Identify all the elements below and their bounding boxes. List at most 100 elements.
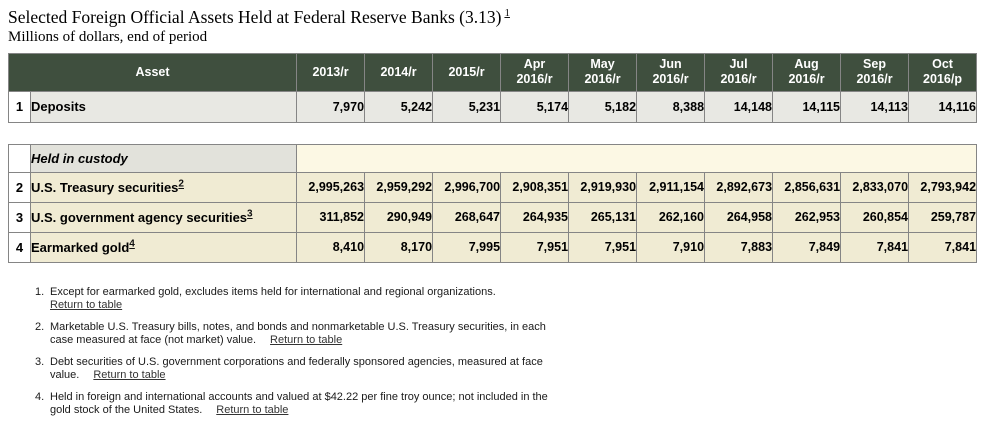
cell-value: 259,787 — [908, 201, 978, 233]
page-title-text: Selected Foreign Official Assets Held at… — [8, 6, 502, 27]
row-number: 4 — [8, 231, 31, 263]
cell-value: 14,115 — [772, 90, 842, 123]
cell-value: 2,793,942 — [908, 171, 978, 203]
cell-value: 2,908,351 — [500, 171, 570, 203]
cell-value: 14,113 — [840, 90, 910, 123]
row-label-deposits: Deposits — [29, 90, 298, 123]
cell-value: 262,160 — [636, 201, 706, 233]
return-to-table-link[interactable]: Return to table — [216, 404, 289, 417]
row-number-empty — [8, 143, 31, 173]
row-number: 1 — [8, 90, 31, 123]
column-header-aug-2016: Aug 2016/r — [772, 52, 842, 92]
cell-value: 2,995,263 — [296, 171, 366, 203]
cell-value: 264,958 — [704, 201, 774, 233]
page-title: Selected Foreign Official Assets Held at… — [8, 3, 984, 28]
return-to-table-link[interactable]: Return to table — [50, 299, 123, 312]
footnote-text: Marketable U.S. Treasury bills, notes, a… — [50, 320, 546, 347]
section-label: Held in custody — [29, 143, 298, 173]
cell-value: 8,170 — [364, 231, 434, 263]
footnote-3: 3. Debt securities of U.S. government co… — [35, 356, 563, 383]
section-row-held-in-custody: Held in custody — [8, 143, 978, 173]
cell-value: 5,242 — [364, 90, 434, 123]
cell-value: 2,919,930 — [568, 171, 638, 203]
footnote-1: 1. Except for earmarked gold, excludes i… — [35, 286, 563, 313]
footnote-number: 1. — [35, 285, 45, 298]
column-header-jun-2016: Jun 2016/r — [636, 52, 706, 92]
cell-value: 8,410 — [296, 231, 366, 263]
footnote-2: 2. Marketable U.S. Treasury bills, notes… — [35, 321, 563, 348]
cell-value: 262,953 — [772, 201, 842, 233]
footnote-body: Except for earmarked gold, excludes item… — [50, 286, 563, 313]
cell-value: 5,174 — [500, 90, 570, 123]
cell-value: 264,935 — [500, 201, 570, 233]
cell-value: 2,996,700 — [432, 171, 502, 203]
footnote-body: Debt securities of U.S. government corpo… — [50, 356, 563, 383]
cell-value: 7,970 — [296, 90, 366, 123]
cell-value: 7,883 — [704, 231, 774, 263]
column-header-may-2016: May 2016/r — [568, 52, 638, 92]
footnote-text: Held in foreign and international accoun… — [50, 390, 548, 417]
cell-value: 311,852 — [296, 201, 366, 233]
title-footnote-link[interactable]: 1 — [504, 7, 510, 19]
row-number: 2 — [8, 171, 31, 203]
cell-value: 7,951 — [568, 231, 638, 263]
row-label-text: U.S. government agency securities — [31, 209, 248, 225]
table-row-earmarked-gold: 4 Earmarked gold4 8,410 8,170 7,995 7,95… — [8, 231, 978, 263]
cell-value: 14,148 — [704, 90, 774, 123]
cell-value: 7,849 — [772, 231, 842, 263]
column-header-sep-2016: Sep 2016/r — [840, 52, 910, 92]
page-subtitle: Millions of dollars, end of period — [8, 28, 208, 45]
column-header-jul-2016: Jul 2016/r — [704, 52, 774, 92]
section-band — [296, 143, 978, 173]
footnote-3-link[interactable]: 3 — [247, 208, 253, 220]
column-header-apr-2016: Apr 2016/r — [500, 52, 570, 92]
footnotes: 1. Except for earmarked gold, excludes i… — [35, 286, 563, 418]
cell-value: 2,856,631 — [772, 171, 842, 203]
cell-value: 7,841 — [840, 231, 910, 263]
table-row-agency-securities: 3 U.S. government agency securities3 311… — [8, 201, 978, 233]
return-to-table-link[interactable]: Return to table — [270, 334, 343, 347]
column-header-2013: 2013/r — [296, 52, 366, 92]
row-label-treasury-securities: U.S. Treasury securities2 — [29, 171, 298, 203]
row-label-text: U.S. Treasury securities — [31, 179, 179, 195]
column-header-2014: 2014/r — [364, 52, 434, 92]
row-label-agency-securities: U.S. government agency securities3 — [29, 201, 298, 233]
footnote-number: 3. — [35, 355, 45, 368]
footnote-number: 2. — [35, 320, 45, 333]
footnote-number: 4. — [35, 390, 45, 403]
cell-value: 8,388 — [636, 90, 706, 123]
footnote-body: Held in foreign and international accoun… — [50, 391, 563, 418]
row-label-earmarked-gold: Earmarked gold4 — [29, 231, 298, 263]
table-row-deposits: 1 Deposits 7,970 5,242 5,231 5,174 5,182… — [8, 90, 978, 123]
cell-value: 2,833,070 — [840, 171, 910, 203]
cell-value: 2,959,292 — [364, 171, 434, 203]
cell-value: 7,995 — [432, 231, 502, 263]
footnote-text: Debt securities of U.S. government corpo… — [50, 355, 543, 382]
assets-table: Asset 2013/r 2014/r 2015/r Apr 2016/r Ma… — [7, 52, 978, 263]
cell-value: 7,951 — [500, 231, 570, 263]
table-header-row: Asset 2013/r 2014/r 2015/r Apr 2016/r Ma… — [7, 52, 978, 92]
row-label-text: Earmarked gold — [31, 239, 130, 255]
footnote-body: Marketable U.S. Treasury bills, notes, a… — [50, 321, 563, 348]
cell-value: 268,647 — [432, 201, 502, 233]
footnote-text: Except for earmarked gold, excludes item… — [50, 285, 496, 298]
column-header-oct-2016: Oct 2016/p — [908, 52, 978, 92]
cell-value: 2,892,673 — [704, 171, 774, 203]
cell-value: 7,910 — [636, 231, 706, 263]
cell-value: 290,949 — [364, 201, 434, 233]
cell-value: 7,841 — [908, 231, 978, 263]
cell-value: 14,116 — [908, 90, 978, 123]
cell-value: 260,854 — [840, 201, 910, 233]
column-header-2015: 2015/r — [432, 52, 502, 92]
footnote-2-link[interactable]: 2 — [178, 178, 184, 190]
cell-value: 5,231 — [432, 90, 502, 123]
cell-value: 5,182 — [568, 90, 638, 123]
cell-value: 265,131 — [568, 201, 638, 233]
cell-value: 2,911,154 — [636, 171, 706, 203]
row-number: 3 — [8, 201, 31, 233]
table-row-treasury-securities: 2 U.S. Treasury securities2 2,995,263 2,… — [8, 171, 978, 203]
column-header-asset: Asset — [7, 52, 298, 92]
return-to-table-link[interactable]: Return to table — [93, 369, 166, 382]
footnote-4-link[interactable]: 4 — [129, 238, 135, 250]
footnote-4: 4. Held in foreign and international acc… — [35, 391, 563, 418]
